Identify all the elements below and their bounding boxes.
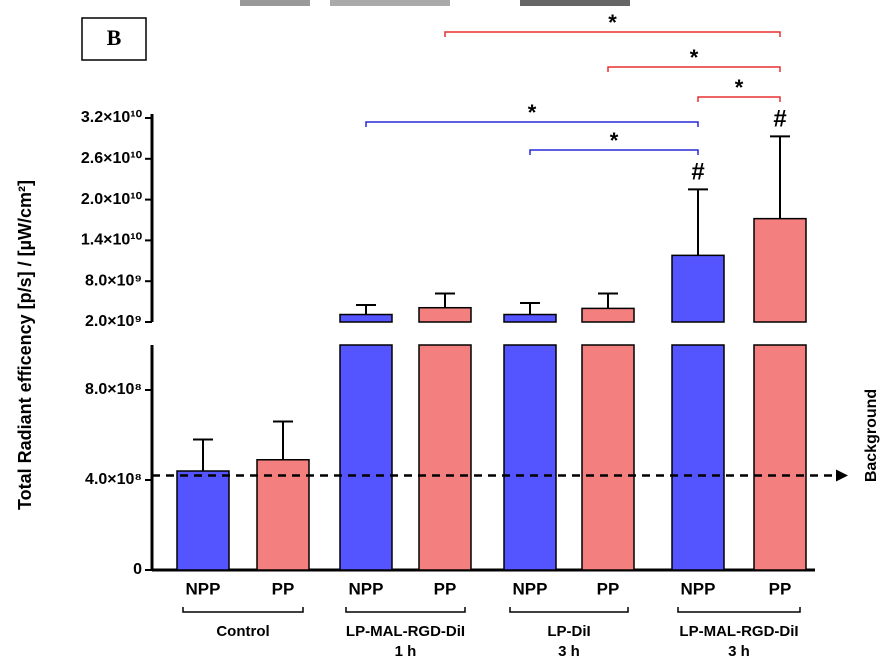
group-label: 3 h [728,643,750,660]
y-tick-label: 8.0×10⁹ [85,272,142,289]
bar [582,345,634,570]
bar [177,471,229,570]
x-tick-label: NPP [349,579,384,598]
chart: B Total Radiant efficency [p/s] / [µW/cm… [0,0,884,668]
significance-label: * [610,128,619,153]
background-arrow [836,470,848,482]
significance-label: * [735,75,744,100]
y-tick-label: 0 [133,561,142,578]
group-label: 1 h [395,643,417,660]
group-bracket [678,607,800,612]
group-label: LP-MAL-RGD-DiI [679,623,798,640]
x-tick-label: PP [597,579,620,598]
bar [419,308,471,322]
bar [754,219,806,322]
y-tick-label: 8.0×10⁸ [85,381,142,398]
significance-label: * [528,100,537,125]
y-tick-label: 3.2×10¹⁰ [81,109,143,126]
image-fragment [520,0,630,6]
y-tick-label: 2.6×10¹⁰ [81,150,143,167]
y-tick-label: 2.0×10¹⁰ [81,191,143,208]
bar [340,315,392,322]
y-tick-label: 2.0×10⁹ [85,313,142,330]
group-label: 3 h [558,643,580,660]
background-label: Background [863,389,880,482]
y-tick-label: 4.0×10⁸ [85,471,142,488]
hash-label: # [773,106,786,133]
group-bracket [510,607,628,612]
image-fragment [330,0,450,6]
bar [340,345,392,570]
group-bracket [183,607,303,612]
image-fragment [240,0,310,6]
x-tick-label: PP [769,579,792,598]
group-bracket [346,607,465,612]
x-tick-label: PP [434,579,457,598]
panel-label: B [107,25,122,50]
bar [672,255,724,322]
x-tick-label: NPP [513,579,548,598]
x-tick-label: NPP [681,579,716,598]
significance-label: * [608,10,617,35]
bar [754,345,806,570]
y-tick-label: 1.4×10¹⁰ [81,232,143,249]
bar [419,345,471,570]
bar [672,345,724,570]
significance-label: * [690,45,699,70]
x-tick-label: NPP [186,579,221,598]
y-axis-title: Total Radiant efficency [p/s] / [µW/cm²] [15,180,35,510]
group-label: LP-MAL-RGD-DiI [346,623,465,640]
x-tick-label: PP [272,579,295,598]
bar [582,308,634,322]
bar [504,315,556,322]
hash-label: # [691,159,704,186]
group-label: Control [216,623,269,640]
group-label: LP-DiI [547,623,590,640]
bar [504,345,556,570]
